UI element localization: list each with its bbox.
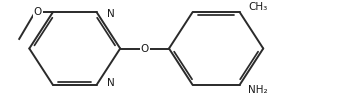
Text: N: N: [107, 9, 115, 19]
Text: O: O: [33, 7, 42, 17]
Text: N: N: [107, 78, 115, 88]
Text: CH₃: CH₃: [248, 2, 267, 12]
Text: O: O: [141, 43, 149, 54]
Text: NH₂: NH₂: [248, 85, 268, 95]
